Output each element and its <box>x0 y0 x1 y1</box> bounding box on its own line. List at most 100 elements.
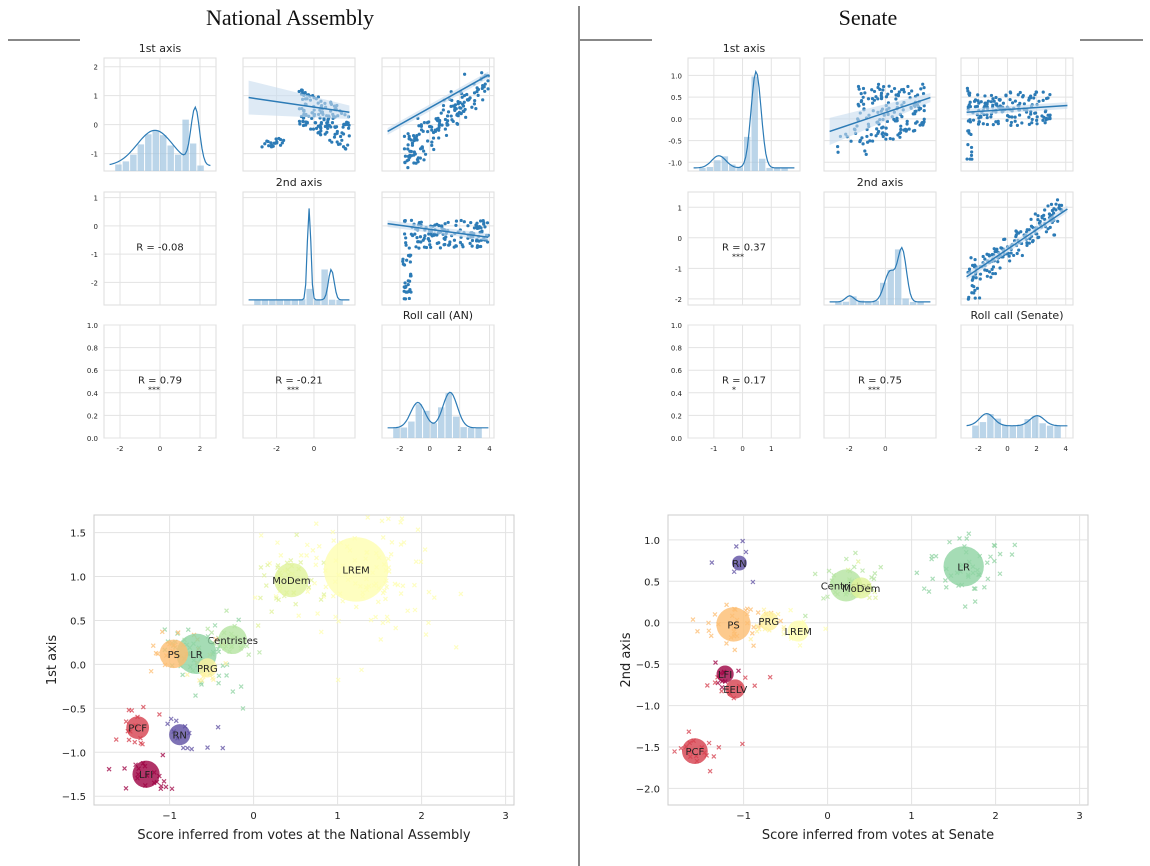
scatter-point <box>922 117 926 121</box>
scatter-point <box>406 132 410 136</box>
scatter-point <box>311 127 316 131</box>
scatter-point <box>1005 118 1009 122</box>
scatter-point <box>977 296 982 300</box>
scatter-point <box>1013 115 1017 119</box>
panel-title-senate: Senate <box>839 5 898 30</box>
scatter-point <box>1037 99 1041 103</box>
party-label: MoDem <box>272 576 310 587</box>
scatter-point <box>887 84 891 88</box>
histogram-bar <box>714 160 721 171</box>
member-marker <box>739 741 745 747</box>
scatter-point <box>860 136 864 140</box>
member-marker <box>330 593 336 599</box>
member-marker <box>368 617 374 623</box>
scatter-point <box>1009 251 1013 255</box>
ytick-label: -0.5 <box>668 138 682 146</box>
scatter-point <box>460 243 464 247</box>
scatter-point <box>341 125 345 129</box>
party-label: RN <box>172 731 186 742</box>
scatter-point <box>1017 113 1022 117</box>
histogram-bar <box>189 143 197 171</box>
scatter-point <box>905 122 909 126</box>
histogram-bar <box>475 427 482 438</box>
histogram-bar <box>423 410 430 438</box>
member-marker <box>173 718 179 724</box>
scatter-point <box>422 149 426 153</box>
scatter-point <box>1031 239 1035 243</box>
party-label: PS <box>168 650 180 661</box>
scatter-point <box>879 97 884 101</box>
scatter-point <box>896 133 900 137</box>
scatter-point <box>459 218 463 223</box>
member-marker <box>305 589 311 594</box>
member-marker <box>415 527 421 533</box>
member-marker <box>672 749 678 754</box>
scatter-point <box>922 86 926 90</box>
party-label: LR <box>957 562 970 573</box>
significance-stars: * <box>732 386 736 395</box>
histogram-bar <box>115 164 122 171</box>
scatter-point <box>1010 115 1014 119</box>
scatter-point <box>437 241 441 245</box>
ytick-label: −1.0 <box>636 702 660 713</box>
scatter-point <box>1034 90 1038 94</box>
scatter-point <box>1012 253 1016 258</box>
member-marker <box>712 680 718 686</box>
scatter-point <box>1020 253 1024 258</box>
histogram-bar <box>972 425 979 438</box>
member-marker <box>872 570 878 576</box>
scatter-point <box>990 267 994 272</box>
member-marker <box>288 558 294 563</box>
scatter-point <box>874 134 878 138</box>
member-marker <box>340 598 346 604</box>
member-marker <box>709 560 715 565</box>
scatter-point <box>485 240 490 244</box>
plot-frame <box>667 514 1089 806</box>
member-marker <box>869 575 874 580</box>
scatter-point <box>902 128 906 132</box>
scatter-point <box>883 132 888 136</box>
scatter-point <box>483 82 487 86</box>
histogram-bar <box>438 407 445 438</box>
scatter-point <box>465 92 469 97</box>
scatter-point <box>836 150 840 154</box>
ytick-label: 0.6 <box>87 367 99 375</box>
scatter-point <box>1015 123 1019 127</box>
regression-line <box>966 104 1068 113</box>
member-marker <box>132 739 138 745</box>
scatter-point <box>898 131 903 135</box>
histogram-bar <box>994 418 1002 438</box>
member-marker <box>216 680 222 686</box>
xtick-label: -2 <box>846 445 853 453</box>
member-marker <box>230 689 236 695</box>
scatter-point <box>1002 237 1006 242</box>
y-axis-label: 2nd axis <box>619 632 634 687</box>
scatter-point <box>884 126 888 130</box>
scatter-point <box>470 105 474 109</box>
member-marker <box>399 516 405 521</box>
kde-curve <box>693 69 795 169</box>
scatter-point <box>442 243 446 247</box>
member-marker <box>106 766 112 772</box>
scatter-point <box>906 84 910 89</box>
ytick-label: 0.0 <box>671 116 682 124</box>
scatter-point <box>446 110 451 114</box>
scatter-point <box>462 220 466 224</box>
histogram-bar <box>313 299 321 305</box>
scatter-point <box>881 125 885 129</box>
member-marker <box>405 608 411 614</box>
scatter-point <box>404 241 408 245</box>
ytick-label: −1.5 <box>636 743 660 754</box>
scatter-point <box>1018 90 1022 95</box>
scatter-point <box>1020 121 1024 125</box>
scatter-point <box>473 99 477 103</box>
scatter-point <box>1030 121 1034 125</box>
scatter-point <box>483 225 487 229</box>
member-marker <box>418 559 424 565</box>
scatter-point <box>900 115 904 119</box>
histogram-bar <box>744 136 751 171</box>
pairplot-cell-r1-c0: -2 -1 0 1 R = -0.08 <box>91 191 217 306</box>
member-marker <box>942 578 948 583</box>
scatter-point <box>346 143 350 147</box>
scatter-point <box>474 239 479 243</box>
